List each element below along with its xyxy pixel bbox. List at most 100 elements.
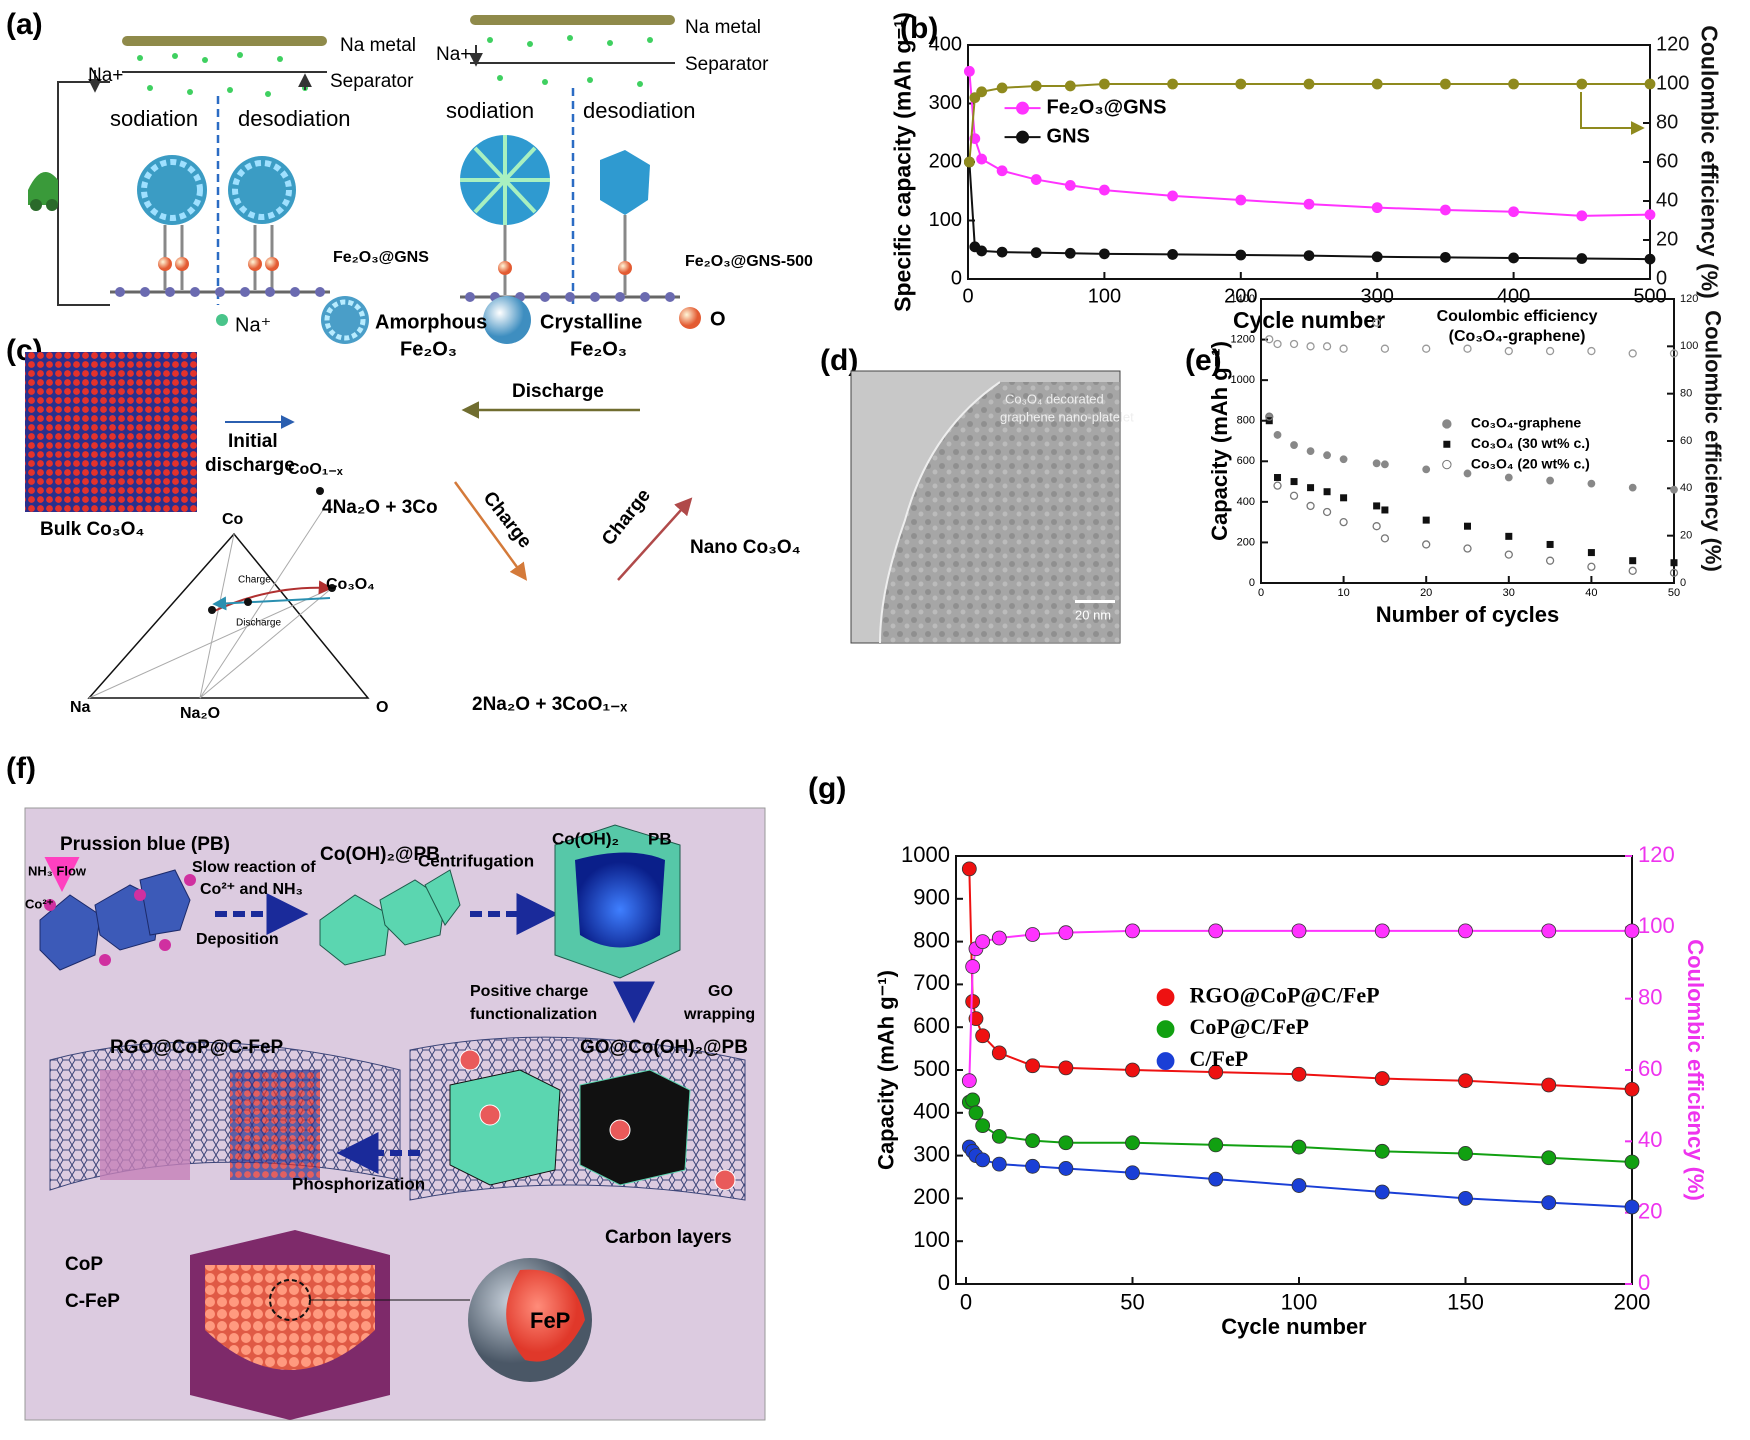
marker: [1030, 174, 1042, 185]
x-axis-label: Cycle number: [1233, 307, 1385, 333]
x-tick-label: 10: [1337, 587, 1349, 599]
marker: [1030, 80, 1042, 92]
marker: [1208, 923, 1224, 939]
marker: [1025, 1158, 1040, 1174]
marker: [1587, 479, 1596, 488]
diagram-label: Prussion blue (PB): [60, 834, 230, 855]
panel-label: (e): [1185, 344, 1222, 377]
series: [963, 78, 1656, 168]
diagram-label: sodiation: [110, 106, 198, 131]
y-tick-label: 600: [913, 1013, 950, 1038]
y-tick-label: 0: [951, 267, 962, 289]
diagram-label: Separator: [685, 54, 769, 75]
series: [1265, 412, 1679, 578]
x-tick-label: 400: [1497, 285, 1530, 307]
diagram-label: FeP: [530, 1308, 570, 1333]
marker: [1463, 469, 1472, 478]
marker: [1058, 1161, 1074, 1176]
image-label: Co₃O₄ decorated: [1005, 391, 1104, 406]
diagram-label: GO: [708, 983, 733, 1000]
marker: [1025, 1133, 1040, 1149]
y-tick-label: 400: [1237, 496, 1255, 508]
diagram-label: Deposition: [196, 931, 279, 948]
x-axis-label: Cycle number: [1221, 1314, 1367, 1339]
marker: [1422, 344, 1431, 353]
legend-label: Co₃O₄ (20 wt% c.): [1471, 455, 1590, 471]
marker: [965, 1092, 981, 1108]
diagram-label: Discharge: [236, 618, 281, 629]
image-label: 20 nm: [1075, 607, 1111, 622]
y-tick-label: 800: [1237, 415, 1255, 427]
marker: [975, 934, 991, 949]
legend-label: GNS: [1047, 125, 1090, 147]
marker: [1058, 925, 1074, 941]
y2-tick-label: 100: [1638, 913, 1675, 938]
marker: [1624, 1081, 1640, 1097]
marker: [1064, 179, 1076, 191]
series: [961, 861, 1640, 1097]
legend-marker: [1442, 459, 1452, 470]
marker: [1125, 1062, 1140, 1078]
y2-tick-label: 60: [1656, 150, 1678, 172]
diagram-label: CoO₁₋ₓ: [288, 461, 343, 478]
marker: [1644, 253, 1656, 265]
panel-c-diagram: [25, 296, 701, 699]
legend-label: RGO@CoP@C/FeP: [1190, 982, 1380, 1007]
diagram-label: wrapping: [683, 1006, 755, 1023]
marker: [1235, 194, 1247, 206]
diagram-label: Slow reaction of: [192, 859, 316, 876]
diagram-label: Na+: [88, 65, 123, 86]
x-tick-label: 150: [1447, 1290, 1484, 1315]
marker: [991, 1156, 1007, 1172]
marker: [1576, 78, 1588, 90]
marker: [1458, 1073, 1473, 1089]
y-tick-label: 800: [913, 927, 950, 952]
marker: [1339, 517, 1348, 527]
y2-tick-label: 100: [1680, 340, 1698, 352]
marker: [1669, 568, 1679, 578]
marker: [1545, 556, 1555, 565]
marker: [1371, 78, 1383, 90]
y-tick-label: 1000: [901, 842, 950, 867]
y2-tick-label: 0: [1656, 267, 1667, 289]
legend-label: Crystalline: [540, 311, 642, 333]
marker: [1644, 209, 1656, 221]
marker: [996, 165, 1008, 177]
y-tick-label: 500: [913, 1056, 950, 1081]
marker: [1058, 1060, 1074, 1076]
marker: [1458, 923, 1473, 939]
marker: [1125, 1165, 1140, 1181]
marker: [1303, 250, 1315, 262]
diagram-label: Na: [70, 699, 91, 716]
panel-label: (g): [808, 772, 846, 805]
marker: [1265, 335, 1274, 344]
marker: [1541, 1195, 1557, 1211]
marker: [1508, 78, 1519, 90]
marker: [1371, 202, 1383, 214]
marker: [1374, 923, 1390, 939]
x-tick-label: 20: [1420, 587, 1432, 599]
series: [961, 923, 1640, 1089]
marker: [1624, 1154, 1640, 1170]
x-tick-label: 0: [960, 1290, 972, 1315]
series-line: [968, 161, 1651, 261]
y-tick-label: 400: [913, 1099, 950, 1124]
panel-f-diagram: [24, 807, 766, 1421]
y2-axis-label: Coulombic efficiency (%): [1697, 25, 1723, 298]
diagram-label: Carbon layers: [605, 1227, 732, 1248]
series: [961, 1139, 1640, 1215]
y2-axis-label: Coulombic efficiency (%): [1683, 939, 1708, 1201]
marker: [976, 245, 988, 257]
series: [963, 156, 1656, 265]
marker: [1289, 339, 1299, 349]
marker: [1307, 484, 1315, 492]
marker: [1504, 473, 1513, 482]
legend-label: O: [710, 308, 726, 330]
panel-a-diagram: [28, 15, 680, 306]
marker: [1125, 923, 1140, 939]
marker: [1422, 540, 1431, 549]
x-tick-label: 500: [1633, 285, 1666, 307]
diagram-label: GO@Co(OH)₂@PB: [580, 1037, 748, 1058]
diagram-label: Na₂O: [180, 705, 220, 722]
